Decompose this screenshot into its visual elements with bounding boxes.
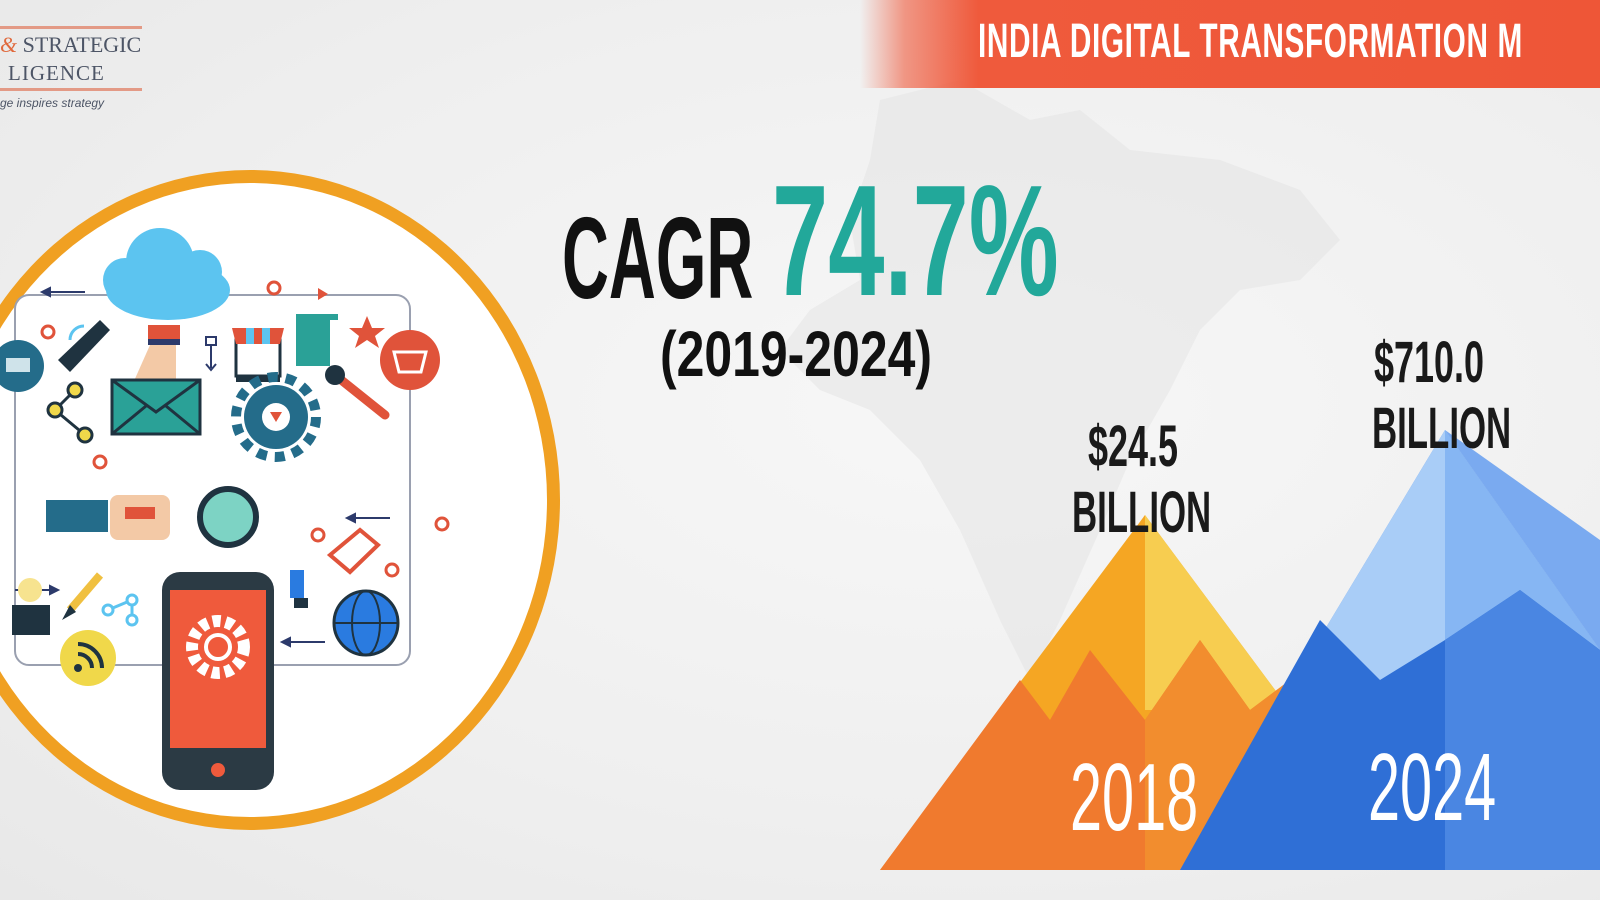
india-map-silhouette <box>780 80 1340 680</box>
pencil-icon <box>62 572 104 620</box>
year-2024-label: 2024 <box>1368 734 1497 841</box>
wrench-icon <box>325 365 390 420</box>
document-icon <box>296 314 338 366</box>
star-icon <box>349 316 385 348</box>
smartphone-gear-icon <box>162 572 274 790</box>
logo-line-1: & STRATEGIC <box>0 32 142 57</box>
market-2024-unit: BILLION <box>1372 396 1512 461</box>
network-icon <box>101 593 139 627</box>
pointer-hand-icon <box>290 570 308 608</box>
rss-icon <box>60 630 116 686</box>
price-tag-icon <box>326 527 381 575</box>
chat-bubble-icon <box>0 340 44 392</box>
cagr-label: CAGR <box>562 193 754 323</box>
logo-line-2: LIGENCE <box>8 61 105 85</box>
phone-wifi-icon <box>58 320 110 372</box>
lightbulb-icon <box>12 578 50 635</box>
mountain-2024 <box>1180 430 1600 870</box>
cloud-icon <box>103 228 230 320</box>
small-gear-icon <box>40 280 450 578</box>
digital-icons-illustration <box>0 228 450 790</box>
year-2018-label: 2018 <box>1070 744 1199 851</box>
gear-icon <box>231 372 321 462</box>
envelope-icon <box>110 378 202 436</box>
share-nodes-icon <box>46 381 94 444</box>
market-2018-unit: BILLION <box>1072 480 1212 545</box>
market-size-mountains-chart <box>880 430 1600 870</box>
storefront-icon <box>232 328 284 382</box>
logo-rule-top <box>0 26 142 29</box>
globe-icon <box>332 589 400 657</box>
magnifier-icon <box>46 486 259 548</box>
cagr-value: 74.7% <box>772 153 1059 329</box>
cagr-period: (2019-2024) <box>660 318 932 390</box>
page-title: INDIA DIGITAL TRANSFORMATION M <box>978 15 1523 68</box>
market-2018-value: $24.5 <box>1088 414 1178 479</box>
title-banner: INDIA DIGITAL TRANSFORMATION M <box>860 0 1600 88</box>
market-2024-value: $710.0 <box>1374 330 1484 395</box>
mountain-2018 <box>880 515 1320 870</box>
company-logo: & STRATEGIC LIGENCE ge inspires strategy <box>0 20 150 120</box>
down-arrow-icon <box>205 336 217 372</box>
logo-tagline: ge inspires strategy <box>0 96 105 110</box>
logo-rule-bottom <box>0 88 142 91</box>
shopping-basket-icon <box>380 330 440 390</box>
